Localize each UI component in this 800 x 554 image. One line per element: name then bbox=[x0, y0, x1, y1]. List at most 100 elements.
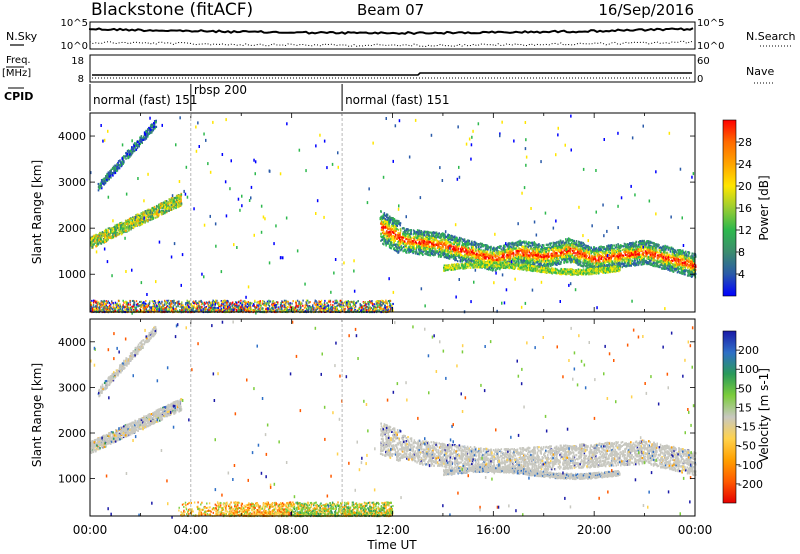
power-cell bbox=[333, 307, 334, 309]
date-title: 16/Sep/2016 bbox=[598, 1, 694, 19]
nsearch-label: N.Search bbox=[746, 30, 796, 43]
power-cell bbox=[133, 145, 135, 147]
power-cell bbox=[169, 207, 171, 209]
nsearch-trace bbox=[90, 41, 693, 46]
power-cell bbox=[267, 302, 268, 304]
power-cell bbox=[340, 300, 341, 302]
power-cell bbox=[397, 232, 399, 234]
power-cell bbox=[181, 194, 183, 196]
power-cell bbox=[140, 137, 142, 139]
power-cell bbox=[263, 308, 264, 310]
power-cell bbox=[198, 309, 199, 311]
power-cell bbox=[308, 307, 309, 309]
power-cell bbox=[300, 307, 301, 309]
power-cell bbox=[197, 308, 198, 310]
noise-strip-frame bbox=[90, 22, 695, 49]
power-cell bbox=[206, 308, 207, 310]
power-cell bbox=[111, 302, 112, 304]
power-cell bbox=[346, 302, 347, 304]
power-cell bbox=[111, 172, 113, 174]
power-cell bbox=[257, 309, 258, 311]
power-cell bbox=[165, 301, 166, 303]
power-cell bbox=[305, 304, 306, 306]
power-cell bbox=[256, 302, 257, 304]
power-cell bbox=[117, 164, 119, 166]
power-cell bbox=[161, 301, 162, 303]
power-cell bbox=[376, 303, 377, 305]
power-cell bbox=[152, 214, 154, 216]
power-cell bbox=[371, 300, 372, 302]
power-cell bbox=[126, 308, 127, 310]
power-cell bbox=[156, 206, 158, 208]
power-cell bbox=[224, 302, 225, 304]
power-cell bbox=[96, 241, 98, 243]
power-cell bbox=[165, 208, 167, 210]
power-cell bbox=[153, 129, 155, 131]
power-cell bbox=[100, 303, 101, 305]
power-cell bbox=[238, 310, 239, 312]
power-cell bbox=[113, 167, 115, 169]
power-cell bbox=[117, 233, 119, 235]
power-cell bbox=[133, 304, 134, 306]
power-cell bbox=[100, 238, 102, 240]
power-cell bbox=[159, 301, 160, 303]
power-cell bbox=[257, 304, 258, 306]
power-cell bbox=[288, 303, 289, 305]
power-cell bbox=[264, 305, 265, 307]
power-cell bbox=[143, 136, 145, 138]
power-cell bbox=[250, 308, 251, 310]
power-cell bbox=[93, 304, 94, 306]
power-cell bbox=[175, 207, 177, 209]
power-cell bbox=[139, 224, 141, 226]
power-cell bbox=[212, 304, 213, 306]
power-cell bbox=[261, 305, 262, 307]
power-cell bbox=[91, 242, 93, 244]
power-cell bbox=[137, 144, 139, 146]
power-cell bbox=[101, 243, 103, 245]
power-cell bbox=[327, 305, 328, 307]
power-cell bbox=[116, 304, 117, 306]
power-cell bbox=[120, 228, 122, 230]
power-cell bbox=[144, 305, 145, 307]
power-cell bbox=[355, 302, 356, 304]
power-cell bbox=[292, 306, 293, 308]
power-cell bbox=[238, 307, 239, 309]
power-cell bbox=[201, 306, 202, 308]
power-cell bbox=[614, 245, 616, 247]
power-cell bbox=[358, 308, 359, 310]
power-cell bbox=[107, 238, 109, 240]
power-cell bbox=[259, 303, 260, 305]
power-cell bbox=[324, 300, 325, 302]
power-cell bbox=[121, 157, 123, 159]
power-cell bbox=[156, 126, 158, 128]
power-cell bbox=[262, 303, 263, 305]
power-cell bbox=[150, 216, 152, 218]
power-cell bbox=[129, 300, 130, 302]
power-cell bbox=[116, 224, 118, 226]
power-cell bbox=[365, 301, 366, 303]
power-cell bbox=[136, 300, 137, 302]
power-cell bbox=[236, 310, 237, 312]
power-cell bbox=[227, 304, 228, 306]
power-cell bbox=[286, 308, 287, 310]
power-cell bbox=[171, 204, 173, 206]
power-cell bbox=[269, 305, 270, 307]
power-cell bbox=[118, 167, 120, 169]
power-cell bbox=[601, 258, 603, 260]
power-cell bbox=[273, 300, 274, 302]
power-cell bbox=[168, 201, 170, 203]
power-cell bbox=[115, 167, 117, 169]
power-cell bbox=[146, 138, 148, 140]
power-cell bbox=[168, 308, 169, 310]
power-cell bbox=[118, 300, 119, 302]
power-cell bbox=[127, 153, 129, 155]
power-cell bbox=[184, 308, 185, 310]
power-cell bbox=[172, 203, 174, 205]
power-cell bbox=[152, 207, 154, 209]
power-cell bbox=[221, 309, 222, 311]
power-cell bbox=[110, 169, 112, 171]
power-cell bbox=[179, 201, 181, 203]
power-cell bbox=[110, 229, 112, 231]
power-cell bbox=[123, 228, 125, 230]
power-cell bbox=[363, 302, 364, 304]
